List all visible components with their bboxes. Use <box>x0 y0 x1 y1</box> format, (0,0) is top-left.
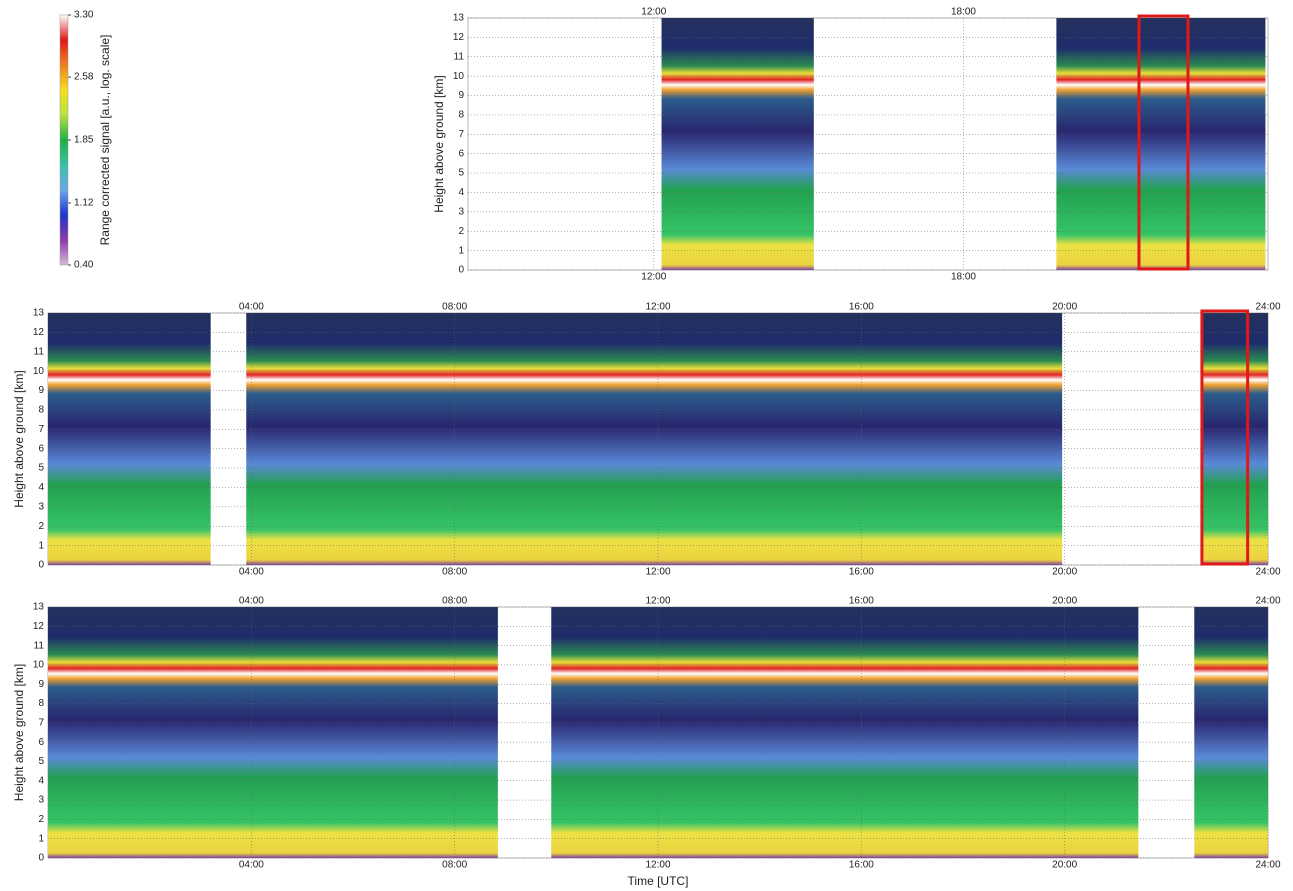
y-tick-label: 3 <box>458 206 464 217</box>
y-axis-label: Height above ground [km] <box>432 75 446 212</box>
x-tick-label: 12:00 <box>645 860 670 871</box>
y-tick-label: 6 <box>458 148 464 159</box>
y-tick-label: 5 <box>38 463 44 474</box>
y-tick-label: 10 <box>453 71 465 82</box>
y-tick-label: 8 <box>38 405 44 416</box>
y-tick-label: 13 <box>453 13 465 24</box>
y-axis-label: Height above ground [km] <box>12 664 26 801</box>
colorbar-tick-label: 2.58 <box>74 72 94 83</box>
x-tick-label: 12:00 <box>645 567 670 578</box>
x-tick-label: 20:00 <box>1052 860 1077 871</box>
x-tick-label: 18:00 <box>951 272 976 283</box>
y-tick-label: 12 <box>33 327 45 338</box>
x-tick-label: 24:00 <box>1255 860 1280 871</box>
y-tick-label: 1 <box>38 540 44 551</box>
y-tick-label: 7 <box>38 717 44 728</box>
y-tick-label: 12 <box>33 621 45 632</box>
data-segment <box>551 607 1139 858</box>
y-tick-label: 7 <box>38 424 44 435</box>
y-tick-label: 8 <box>458 110 464 121</box>
x-axis-label: Time [UTC] <box>628 874 689 888</box>
y-tick-label: 3 <box>38 501 44 512</box>
y-tick-label: 9 <box>38 679 44 690</box>
y-tick-label: 6 <box>38 443 44 454</box>
y-tick-label: 11 <box>34 346 45 357</box>
y-tick-label: 1 <box>38 833 44 844</box>
x-tick-label: 24:00 <box>1255 302 1280 313</box>
data-segment <box>246 313 1063 565</box>
x-tick-label: 12:00 <box>641 272 666 283</box>
y-tick-label: 2 <box>458 226 464 237</box>
colorbar-tick-label: 3.30 <box>74 10 94 21</box>
x-tick-label: 16:00 <box>849 302 874 313</box>
y-tick-label: 4 <box>38 775 44 786</box>
y-tick-label: 3 <box>38 795 44 806</box>
y-tick-label: 11 <box>34 640 45 651</box>
y-tick-label: 10 <box>33 660 45 671</box>
y-tick-label: 0 <box>38 853 44 864</box>
x-tick-label: 08:00 <box>442 596 467 607</box>
y-tick-label: 1 <box>458 245 464 256</box>
y-tick-label: 6 <box>38 737 44 748</box>
y-tick-label: 0 <box>38 560 44 571</box>
y-tick-label: 9 <box>458 90 464 101</box>
x-tick-label: 04:00 <box>239 860 264 871</box>
x-tick-label: 04:00 <box>239 567 264 578</box>
data-segment <box>48 313 211 565</box>
y-tick-label: 7 <box>458 129 464 140</box>
x-tick-label: 16:00 <box>849 567 874 578</box>
x-tick-label: 12:00 <box>641 7 666 18</box>
y-tick-label: 5 <box>458 168 464 179</box>
x-tick-label: 18:00 <box>951 7 976 18</box>
x-tick-label: 20:00 <box>1052 567 1077 578</box>
y-axis-label: Height above ground [km] <box>12 370 26 507</box>
x-tick-label: 12:00 <box>645 596 670 607</box>
colorbar-tick-label: 1.12 <box>74 198 94 209</box>
y-tick-label: 10 <box>33 366 45 377</box>
highlight-box <box>1137 14 1190 271</box>
colorbar <box>59 14 69 266</box>
x-tick-label: 16:00 <box>849 860 874 871</box>
y-tick-label: 13 <box>33 602 45 613</box>
data-segment <box>48 607 498 858</box>
y-tick-label: 2 <box>38 521 44 532</box>
data-segment <box>1056 18 1266 270</box>
x-tick-label: 12:00 <box>645 302 670 313</box>
x-tick-label: 08:00 <box>442 567 467 578</box>
x-tick-label: 20:00 <box>1052 302 1077 313</box>
y-tick-label: 2 <box>38 814 44 825</box>
colorbar-tick-label: 0.40 <box>74 260 94 271</box>
data-segment <box>661 18 814 270</box>
y-tick-label: 11 <box>454 51 465 62</box>
x-tick-label: 16:00 <box>849 596 874 607</box>
y-tick-label: 12 <box>453 32 465 43</box>
x-tick-label: 24:00 <box>1255 567 1280 578</box>
y-tick-label: 0 <box>458 265 464 276</box>
y-tick-label: 4 <box>458 187 464 198</box>
x-tick-label: 04:00 <box>239 302 264 313</box>
y-tick-label: 9 <box>38 385 44 396</box>
data-segment <box>1201 313 1268 565</box>
data-segment <box>1194 607 1268 858</box>
x-tick-label: 08:00 <box>442 860 467 871</box>
colorbar-tick-label: 1.85 <box>74 135 94 146</box>
y-tick-label: 4 <box>38 482 44 493</box>
highlight-box <box>1200 309 1250 566</box>
x-tick-label: 08:00 <box>442 302 467 313</box>
y-tick-label: 8 <box>38 698 44 709</box>
x-tick-label: 20:00 <box>1052 596 1077 607</box>
x-tick-label: 24:00 <box>1255 596 1280 607</box>
colorbar-label: Range corrected signal [a.u., log. scale… <box>98 35 112 246</box>
x-tick-label: 04:00 <box>239 596 264 607</box>
y-tick-label: 13 <box>33 308 45 319</box>
y-tick-label: 5 <box>38 756 44 767</box>
